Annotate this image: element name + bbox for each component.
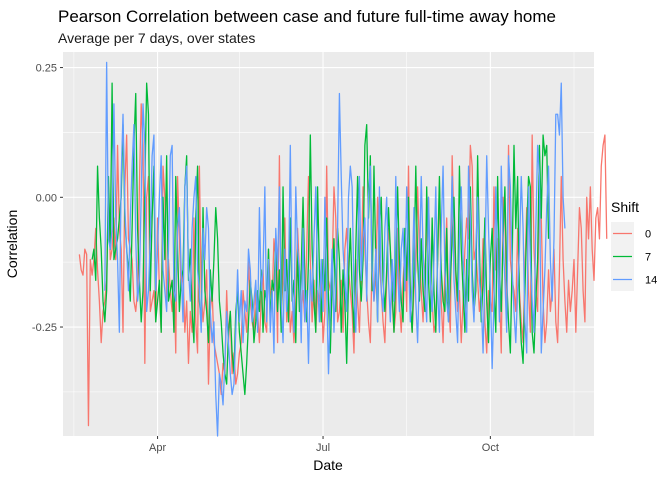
y-axis: 0.25 0.00 -0.25 [32, 63, 63, 334]
legend-title: Shift [611, 199, 639, 215]
legend-label-7: 7 [645, 252, 651, 264]
chart-subtitle: Average per 7 days, over states [58, 30, 255, 46]
x-tick-label: Jul [316, 442, 330, 454]
x-tick-label: Oct [482, 442, 499, 454]
legend-label-0: 0 [645, 229, 651, 241]
y-tick-label: -0.25 [32, 322, 57, 334]
x-tick-label: Apr [149, 442, 166, 454]
legend: Shift 0 7 14 [611, 199, 657, 291]
chart-title: Pearson Correlation between case and fut… [58, 7, 556, 26]
legend-label-14: 14 [645, 275, 657, 287]
y-axis-title: Correlation [4, 210, 20, 278]
x-axis-title: Date [313, 457, 343, 473]
x-axis: Apr Jul Oct [149, 436, 499, 454]
y-tick-label: 0.00 [36, 192, 57, 204]
y-tick-label: 0.25 [36, 63, 57, 75]
